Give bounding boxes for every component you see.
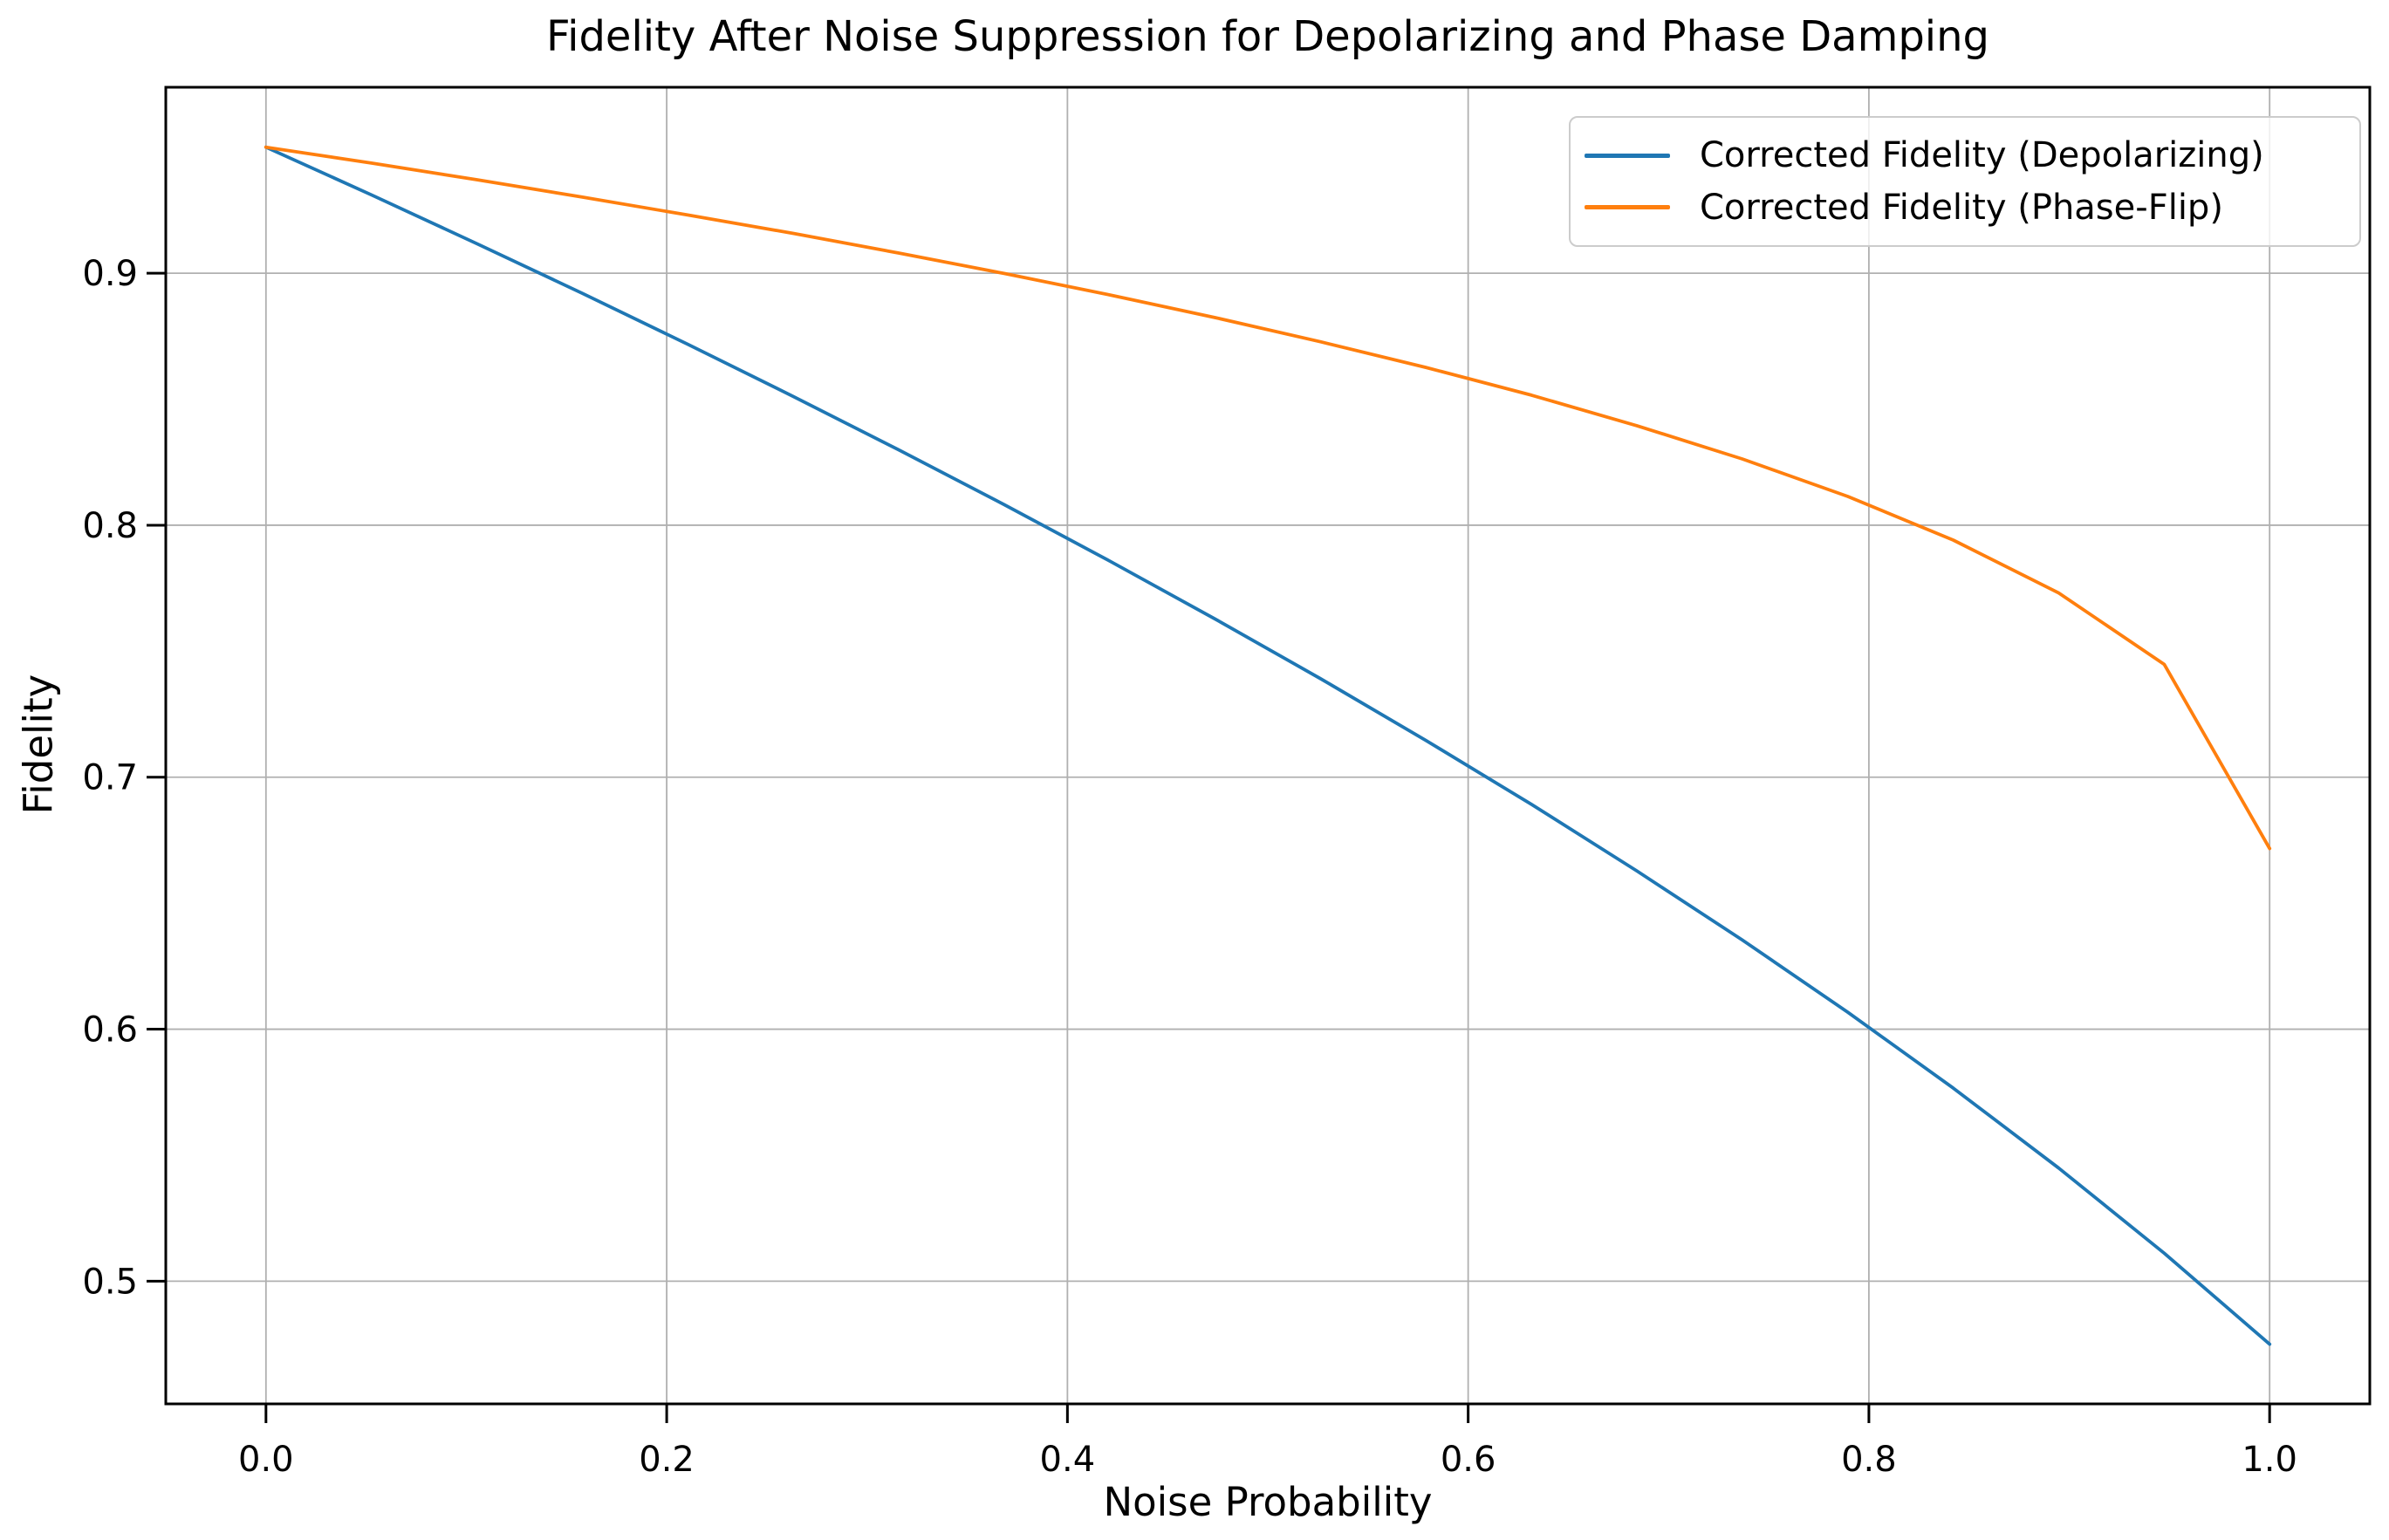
legend-entry-phase-flip: Corrected Fidelity (Phase-Flip) [1585,190,2351,225]
legend-label-depolarizing: Corrected Fidelity (Depolarizing) [1700,135,2264,176]
legend-line-sample-phase-flip [1585,205,1670,210]
x-tick-label: 0.2 [639,1440,695,1480]
chart-title: Fidelity After Noise Suppression for Dep… [545,12,1990,61]
x-axis-label: Noise Probability [1103,1479,1433,1525]
legend: Corrected Fidelity (Depolarizing) Correc… [1569,116,2361,247]
y-tick-label: 0.9 [82,254,138,294]
legend-label-phase-flip: Corrected Fidelity (Phase-Flip) [1700,187,2223,228]
y-tick-label: 0.7 [82,758,138,798]
legend-line-sample-depolarizing [1585,153,1670,158]
series-line-phase-flip [264,145,2272,851]
x-tick-label: 0.0 [238,1440,294,1480]
y-tick-label: 0.6 [82,1010,138,1051]
axes-spines [164,86,2372,1406]
x-tick-label: 1.0 [2242,1440,2297,1480]
x-tick-label: 0.8 [1841,1440,1897,1480]
legend-entry-depolarizing: Corrected Fidelity (Depolarizing) [1585,138,2351,173]
series-line-depolarizing [264,145,2272,1346]
y-tick-label: 0.5 [82,1262,138,1302]
y-axis-label: Fidelity [15,674,62,815]
y-tick-label: 0.8 [82,506,138,546]
x-tick-label: 0.4 [1040,1440,1096,1480]
x-tick-label: 0.6 [1441,1440,1496,1480]
